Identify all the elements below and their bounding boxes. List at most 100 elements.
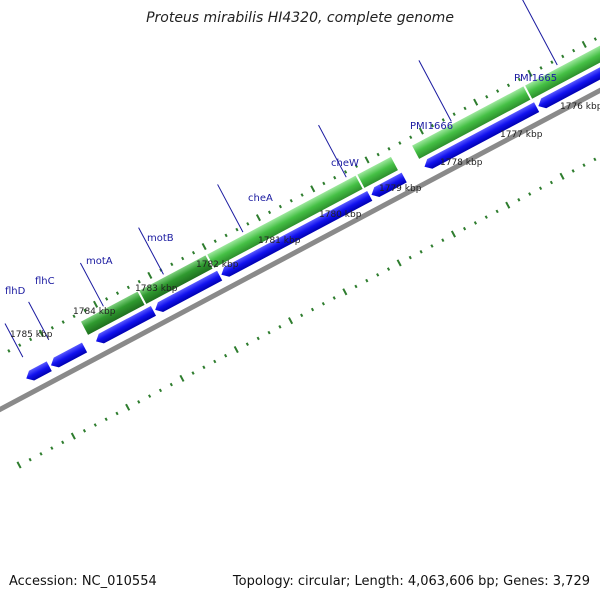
gene-label-flhd[interactable]: flhD xyxy=(5,286,26,297)
tick-mark xyxy=(365,278,369,283)
tick-mark xyxy=(278,204,282,209)
ruler-label: 1777 kbp xyxy=(500,130,543,140)
tick-mark xyxy=(332,296,336,300)
tick-mark xyxy=(582,163,586,167)
cds-bar-motb[interactable] xyxy=(139,255,213,304)
tick-mark xyxy=(527,69,533,77)
tick-mark xyxy=(246,222,250,226)
tick-mark xyxy=(398,141,402,145)
tick-mark xyxy=(256,336,260,341)
tick-mark xyxy=(409,135,413,140)
tick-mark xyxy=(430,244,434,248)
gene-arrow-chew[interactable] xyxy=(369,172,407,200)
gene-label-motb[interactable]: motB xyxy=(147,233,174,244)
tick-mark xyxy=(245,342,249,346)
tick-mark xyxy=(61,320,65,324)
gene-arrow-mota[interactable] xyxy=(93,306,157,346)
tick-mark xyxy=(549,180,554,185)
gene-label-flhc[interactable]: flhC xyxy=(35,276,55,287)
tick-mark xyxy=(202,365,206,370)
tick-mark xyxy=(179,374,185,382)
tick-mark xyxy=(473,221,478,225)
tick-mark xyxy=(147,271,153,279)
gene-label-chew[interactable]: cheW xyxy=(331,158,359,169)
tick-mark xyxy=(485,95,489,99)
gene-arrow-motb[interactable] xyxy=(153,270,223,315)
tick-mark xyxy=(191,250,196,255)
tick-mark xyxy=(300,313,304,318)
tick-mark xyxy=(321,301,325,306)
tick-mark xyxy=(559,172,565,180)
tick-mark xyxy=(83,308,87,313)
tick-mark xyxy=(322,181,326,186)
tick-mark xyxy=(7,349,11,353)
tick-mark xyxy=(267,210,272,215)
tick-mark xyxy=(213,359,217,364)
tick-mark xyxy=(104,417,108,422)
cds-features xyxy=(80,33,600,335)
tick-mark xyxy=(169,382,173,387)
tick-mark xyxy=(354,164,359,168)
cds-bar-pmi1666[interactable] xyxy=(412,86,531,159)
tick-mark xyxy=(452,112,456,116)
tick-mark xyxy=(29,337,33,342)
ruler-label: 1783 kbp xyxy=(135,284,178,294)
genome-backbone xyxy=(0,69,600,421)
tick-mark xyxy=(137,400,141,404)
tick-mark xyxy=(289,198,293,203)
tick-mark xyxy=(462,226,467,231)
ruler-label: 1776 kbp xyxy=(560,102,600,112)
gene-label-pmi1665[interactable]: PMI1665 xyxy=(514,73,557,84)
cds-bar-pmi1665[interactable] xyxy=(525,33,600,99)
gene-arrow-chea[interactable] xyxy=(219,190,373,280)
genome-summary-text: Topology: circular; Length: 4,063,606 bp… xyxy=(232,574,590,589)
gene-labels: PMI1665 PMI1666 cheW cheA motB motA flhC… xyxy=(5,73,557,297)
tick-mark xyxy=(93,423,97,427)
tick-mark xyxy=(441,238,445,243)
tick-mark xyxy=(300,193,304,197)
tick-mark xyxy=(572,48,576,53)
tick-mark xyxy=(38,329,44,337)
gene-arrow-flhc[interactable] xyxy=(48,342,88,371)
gene-arrows xyxy=(24,48,600,383)
tick-mark xyxy=(342,288,348,296)
tick-mark xyxy=(387,147,391,151)
gene-label-mota[interactable]: motA xyxy=(86,256,113,267)
tick-mark xyxy=(354,284,358,289)
tick-mark xyxy=(310,185,316,193)
tick-mark xyxy=(441,118,445,122)
tick-mark xyxy=(82,428,87,433)
cds-bar-chea[interactable] xyxy=(207,175,363,268)
tick-mark xyxy=(201,242,207,251)
tick-mark xyxy=(419,249,423,254)
gene-arrow-pmi1666[interactable] xyxy=(422,102,540,171)
tick-mark xyxy=(593,157,597,162)
tick-mark xyxy=(571,169,575,173)
cds-bar-mota[interactable] xyxy=(80,291,145,335)
tick-mark xyxy=(115,411,119,416)
tick-mark xyxy=(473,98,479,106)
tick-mark xyxy=(517,77,521,82)
tick-mark xyxy=(181,256,185,261)
gene-arrow-flhd[interactable] xyxy=(24,361,52,383)
cds-bar-chew[interactable] xyxy=(357,156,398,188)
tick-mark xyxy=(310,307,315,312)
tick-mark xyxy=(528,192,532,196)
gene-label-pmi1666[interactable]: PMI1666 xyxy=(410,121,453,132)
tick-mark xyxy=(148,394,152,398)
tick-mark xyxy=(115,291,120,295)
tick-mark xyxy=(364,156,370,164)
ruler-label: 1780 kbp xyxy=(319,210,362,220)
tick-mark xyxy=(72,314,76,319)
gene-label-chea[interactable]: cheA xyxy=(248,193,273,204)
tick-mark xyxy=(288,317,294,325)
ruler-label: 1784 kbp xyxy=(73,307,116,317)
ruler-label: 1785 kbp xyxy=(10,330,53,340)
tick-mark xyxy=(233,345,239,354)
ruler-labels: 1776 kbp 1777 kbp 1778 kbp 1779 kbp 1780… xyxy=(10,102,600,340)
tick-mark xyxy=(50,326,54,330)
gene-arrow-pmi1665[interactable] xyxy=(536,48,600,111)
tick-mark xyxy=(235,227,239,232)
tick-mark xyxy=(16,461,22,469)
